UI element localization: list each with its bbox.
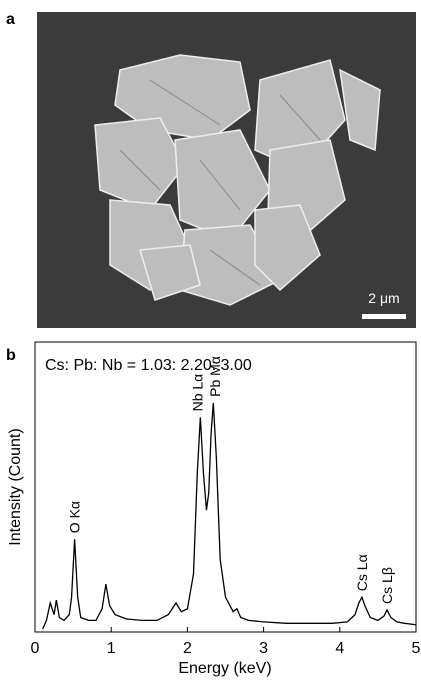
x-tick-label: 3 <box>259 640 268 657</box>
scale-bar-label: 2 μm <box>368 290 399 306</box>
peak-label: Cs Lβ <box>379 567 395 604</box>
x-tick-label: 5 <box>412 640 421 657</box>
sem-image: 2 μm <box>37 12 416 328</box>
peak-label: O Kα <box>67 501 83 533</box>
spectrum-line <box>43 403 416 629</box>
panel-label: a <box>6 11 15 28</box>
peak-label: Pb Mα <box>207 356 223 397</box>
x-tick-label: 4 <box>335 640 344 657</box>
x-tick-label: 1 <box>107 640 116 657</box>
peak-label: Cs Lα <box>354 554 370 591</box>
figure: a 2 μm b Cs: Pb: Nb = 1.03: 2.20: 3.00 E… <box>0 0 421 681</box>
x-tick-label: 0 <box>31 640 40 657</box>
peak-label: Nb Lα <box>189 374 205 412</box>
x-tick-label: 2 <box>183 640 192 657</box>
y-axis-label: Intensity (Count) <box>7 428 24 545</box>
x-axis-label: Energy (keV) <box>178 660 271 677</box>
panel-label: b <box>6 347 16 364</box>
